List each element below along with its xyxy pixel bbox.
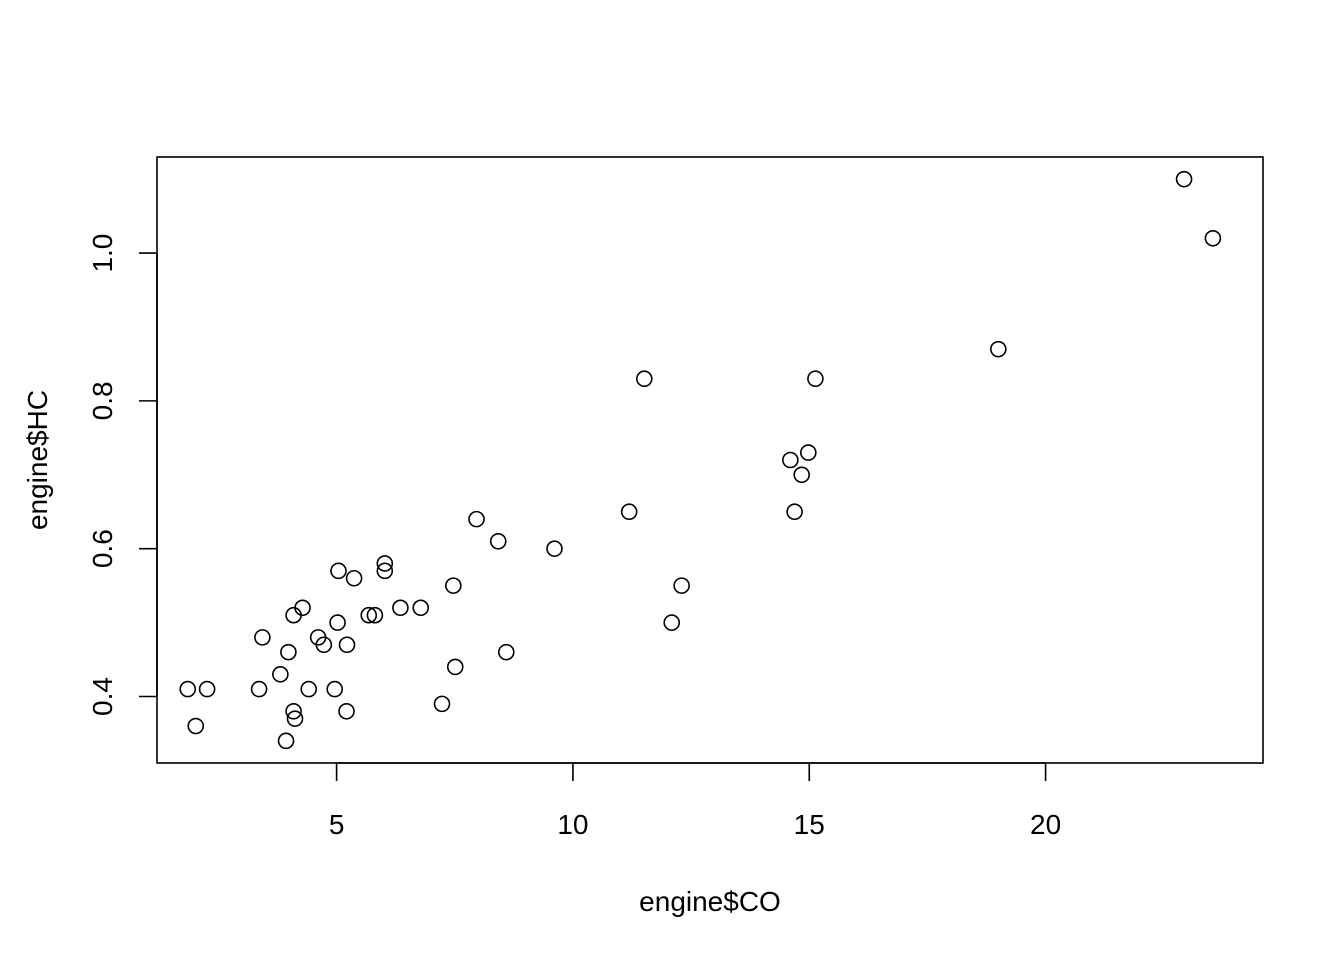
- data-point: [376, 555, 394, 572]
- x-tick-label: 20: [1030, 809, 1061, 840]
- data-point: [345, 569, 363, 587]
- data-point: [280, 643, 297, 661]
- data-point: [254, 629, 271, 646]
- data-point: [198, 680, 216, 698]
- data-point: [285, 702, 302, 720]
- data-point: [636, 370, 653, 388]
- data-point: [376, 562, 394, 580]
- data-point: [990, 340, 1007, 358]
- data-points: [179, 170, 1222, 750]
- data-point: [433, 695, 451, 713]
- data-point: [786, 503, 803, 521]
- data-point: [286, 710, 304, 727]
- data-point: [807, 370, 824, 388]
- data-point: [800, 444, 817, 461]
- y-axis-label: engine$HC: [22, 390, 53, 530]
- data-point: [445, 577, 462, 594]
- data-point: [330, 562, 347, 580]
- x-tick-label: 10: [557, 809, 588, 840]
- y-tick-label: 0.6: [87, 529, 118, 568]
- data-point: [326, 680, 344, 698]
- x-axis-label: engine$CO: [639, 886, 781, 917]
- data-point: [468, 510, 485, 528]
- data-point: [497, 643, 515, 661]
- x-axis: 5 10 15 20: [329, 762, 1061, 840]
- data-point: [673, 577, 690, 594]
- data-point: [620, 503, 638, 521]
- data-point: [179, 680, 197, 698]
- y-tick-label: 1.0: [87, 234, 118, 273]
- data-point: [366, 606, 384, 624]
- data-point: [338, 636, 356, 654]
- data-point: [412, 599, 430, 617]
- data-point: [300, 680, 318, 698]
- x-tick-label: 15: [794, 809, 825, 840]
- data-point: [360, 606, 378, 624]
- data-point: [329, 614, 346, 631]
- data-point: [250, 680, 268, 698]
- data-point: [546, 540, 563, 557]
- data-point: [782, 451, 799, 469]
- data-point: [272, 666, 289, 683]
- data-point: [294, 599, 311, 617]
- data-point: [446, 658, 464, 676]
- data-point: [338, 702, 355, 720]
- data-point: [663, 614, 681, 631]
- data-point: [1204, 229, 1222, 247]
- y-tick-label: 0.8: [87, 381, 118, 420]
- data-point: [392, 599, 409, 617]
- data-point: [489, 532, 507, 550]
- data-point: [1175, 170, 1193, 188]
- y-axis: 0.4 0.6 0.8 1.0: [87, 234, 158, 716]
- plot-frame: [156, 156, 1264, 764]
- y-tick-label: 0.4: [87, 677, 118, 716]
- data-point: [793, 466, 810, 484]
- data-point: [277, 732, 295, 750]
- x-tick-label: 5: [329, 809, 345, 840]
- data-point: [315, 636, 333, 654]
- data-point: [187, 717, 205, 735]
